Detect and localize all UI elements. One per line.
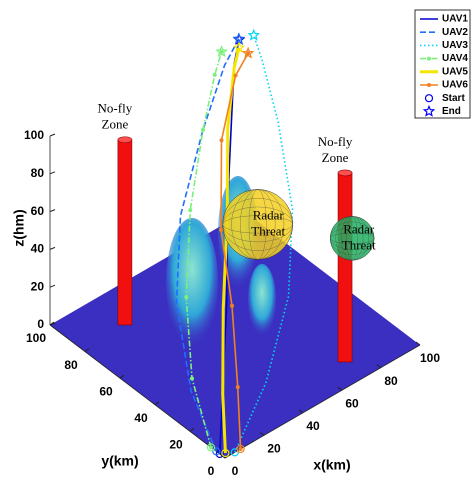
- radar-label: Radar: [253, 207, 285, 222]
- x-axis-label: x(km): [313, 457, 350, 473]
- radar-mesh: [330, 221, 375, 255]
- path-marker: [233, 73, 238, 78]
- y-tick-label: 100: [26, 331, 46, 345]
- no-fly-zone: [117, 139, 133, 326]
- y-tick-label: 0: [208, 464, 215, 478]
- y-tick: [49, 321, 55, 326]
- y-tick-label: 20: [169, 438, 183, 452]
- x-tick: [376, 364, 382, 369]
- x-tick: [298, 409, 304, 414]
- z-tick-label: 100: [24, 128, 44, 142]
- path-marker: [219, 138, 224, 143]
- legend-label: Start: [442, 93, 465, 104]
- radar-label: Threat: [342, 237, 376, 252]
- no-fly-zone-top: [337, 169, 353, 177]
- radar-mesh: [222, 198, 293, 251]
- no-fly-label: No-fly: [98, 101, 133, 116]
- path-marker: [246, 51, 251, 56]
- y-axis: [49, 324, 226, 459]
- path-marker: [209, 445, 213, 450]
- legend-box: [414, 9, 471, 119]
- end-marker: [215, 45, 228, 57]
- y-tick: [189, 427, 195, 432]
- y-tick-label: 80: [64, 358, 78, 372]
- path-marker: [184, 295, 189, 300]
- path-marker: [188, 208, 193, 213]
- legend-label: UAV4: [442, 53, 468, 64]
- y-tick: [119, 374, 125, 379]
- path-marker: [190, 376, 194, 381]
- legend-label: UAV1: [442, 14, 468, 25]
- y-tick: [154, 401, 160, 406]
- x-tick: [259, 431, 265, 436]
- terrain-floor: [50, 212, 420, 458]
- z-tick: [49, 209, 56, 213]
- x-tick: [337, 386, 343, 391]
- x-tick: [415, 341, 421, 346]
- z-tick: [49, 171, 56, 175]
- end-marker: [232, 41, 246, 54]
- x-tick-label: 60: [345, 396, 359, 410]
- z-tick-label: 80: [31, 166, 45, 180]
- x-tick-label: 100: [420, 351, 440, 365]
- start-marker: [221, 448, 230, 458]
- legend-label: UAV3: [442, 40, 468, 51]
- legend-label: UAV6: [442, 80, 468, 91]
- x-tick-label: 40: [306, 419, 320, 433]
- end-marker: [247, 28, 260, 41]
- start-marker: [206, 443, 216, 452]
- y-tick: [84, 348, 90, 353]
- start-marker: [236, 444, 245, 454]
- uav-path: [175, 38, 240, 452]
- y-tick-label: 40: [134, 411, 148, 425]
- radar-label: Threat: [251, 223, 285, 238]
- x-axis: [224, 344, 421, 459]
- start-marker: [212, 447, 221, 456]
- legend-label: UAV2: [442, 27, 468, 38]
- legend-label: End: [442, 106, 461, 117]
- path-marker: [219, 227, 223, 232]
- terrain-peak: [248, 264, 276, 336]
- x-tick-label: 20: [267, 442, 281, 456]
- legend-marker: [427, 56, 431, 61]
- no-fly-label: Zone: [322, 150, 349, 165]
- no-fly-zone-top: [117, 136, 133, 144]
- legend-marker: [424, 94, 434, 103]
- legend-marker: [422, 104, 436, 117]
- z-tick-label: 0: [37, 317, 44, 331]
- no-fly-label: Zone: [102, 117, 129, 132]
- z-tick: [49, 284, 56, 288]
- path-marker: [230, 303, 234, 308]
- z-tick-label: 40: [31, 242, 45, 256]
- z-tick-label: 20: [31, 279, 45, 293]
- path-marker: [201, 127, 205, 132]
- path-marker: [238, 446, 243, 451]
- z-tick: [49, 246, 56, 250]
- no-fly-zone: [337, 172, 353, 363]
- start-marker: [230, 448, 239, 457]
- legend-marker: [427, 83, 431, 87]
- path-marker: [212, 72, 217, 77]
- path-marker: [235, 385, 240, 390]
- no-fly-label: No-fly: [318, 134, 353, 149]
- x-tick-label: 80: [384, 374, 398, 388]
- radar-mesh: [231, 189, 285, 260]
- y-tick-label: 60: [99, 384, 113, 398]
- terrain-peak: [166, 218, 218, 346]
- x-tick-label: 0: [232, 464, 239, 478]
- end-marker: [241, 46, 255, 59]
- y-axis-label: y(km): [101, 453, 138, 469]
- z-axis-label: z(hm): [11, 209, 27, 246]
- z-tick-label: 60: [31, 204, 45, 218]
- uav-path: [234, 35, 294, 453]
- end-marker: [232, 32, 245, 45]
- radar-label: Radar: [343, 221, 375, 236]
- radar-mesh: [335, 216, 369, 261]
- legend-label: UAV5: [442, 66, 468, 77]
- path-marker: [219, 49, 224, 54]
- z-tick: [49, 133, 56, 137]
